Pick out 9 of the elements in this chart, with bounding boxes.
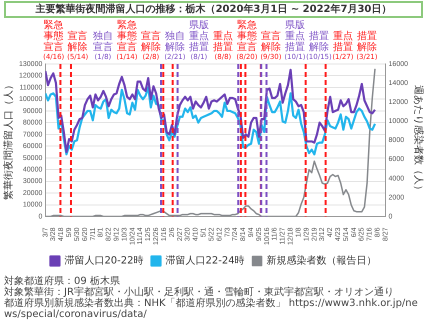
chart-title: 主要繁華街夜間滞留人口の推移：栃木（2020年3月1日 ~ 2022年7月30日） (4, 1, 423, 18)
y-axis-title: 繁華街夜間滞留人口（人） (2, 80, 15, 200)
legend-label: 滞留人口20-22時 (64, 254, 144, 267)
legend-label: 新規感染者数（報告日） (266, 254, 377, 267)
legend-label: 滞留人口22-24時 (166, 254, 245, 267)
text: 対象繁華街：JR宇都宮駅・小山駅・足利駅・通・雪輪町・東武宇都宮駅・オリオン通り (4, 287, 395, 298)
text: 都道府県別新規感染者数出典：NHK「都道府県別の感染者数」 https://www3.nhk.or.jp/news/special/coronavirus/data/ (4, 298, 419, 320)
y2-axis-title: 週あたり感染者数（人） (412, 85, 424, 196)
text: 対象都道府県：09 栃木県 (4, 276, 121, 287)
